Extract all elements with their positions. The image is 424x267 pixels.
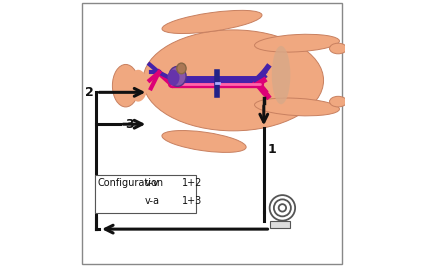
Ellipse shape: [162, 131, 246, 152]
Ellipse shape: [254, 34, 340, 52]
Ellipse shape: [129, 70, 148, 102]
Bar: [95, 175, 195, 213]
Ellipse shape: [177, 63, 186, 74]
Text: v-a: v-a: [144, 196, 159, 206]
Text: 1: 1: [268, 143, 276, 156]
Ellipse shape: [169, 66, 186, 86]
Bar: [271, 221, 290, 228]
Text: 1+2: 1+2: [181, 178, 202, 188]
Text: Configuration: Configuration: [98, 178, 164, 188]
Text: v-v: v-v: [144, 178, 159, 188]
Ellipse shape: [272, 46, 290, 104]
Ellipse shape: [167, 70, 179, 86]
Ellipse shape: [112, 64, 139, 107]
Text: 2: 2: [85, 86, 94, 99]
Ellipse shape: [162, 10, 262, 34]
Ellipse shape: [329, 96, 347, 107]
Text: 1+3: 1+3: [181, 196, 202, 206]
Ellipse shape: [254, 98, 340, 116]
Text: 3: 3: [126, 118, 134, 131]
Ellipse shape: [143, 30, 324, 131]
Ellipse shape: [329, 43, 347, 54]
